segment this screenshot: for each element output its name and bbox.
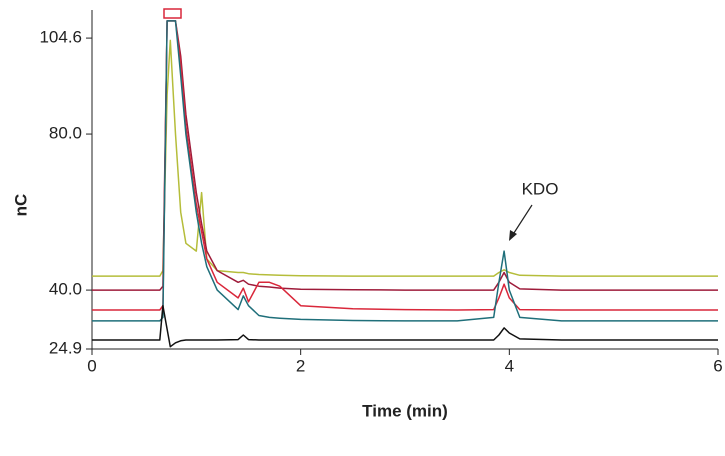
y-tick-label: 40.0 <box>49 280 82 299</box>
y-tick-label: 24.9 <box>49 338 82 357</box>
series-line <box>92 39 718 277</box>
x-tick-label: 4 <box>505 356 514 375</box>
x-tick-label: 6 <box>713 356 722 375</box>
series-line <box>92 304 718 348</box>
series-line <box>92 20 718 291</box>
highlight-box <box>163 8 182 19</box>
x-axis-title: Time (min) <box>362 401 448 420</box>
x-tick-label: 2 <box>296 356 305 375</box>
series-line <box>92 20 718 311</box>
x-tick-label: 0 <box>87 356 96 375</box>
y-axis-title: nC <box>11 194 30 217</box>
annotation-arrow <box>511 204 533 237</box>
series-line <box>92 20 718 322</box>
y-tick-label: 104.6 <box>39 28 82 47</box>
y-tick-label: 80.0 <box>49 124 82 143</box>
arrow-head <box>509 230 517 241</box>
annotation: KDO <box>522 179 559 198</box>
